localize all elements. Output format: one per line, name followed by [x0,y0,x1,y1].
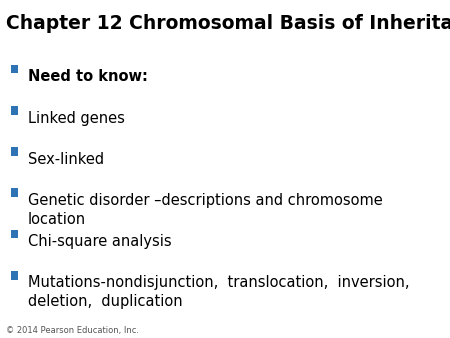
FancyBboxPatch shape [11,65,18,73]
Text: Need to know:: Need to know: [27,69,148,84]
Text: Sex-linked: Sex-linked [27,152,104,167]
Text: Chi-square analysis: Chi-square analysis [27,234,171,249]
Text: Linked genes: Linked genes [27,111,125,125]
FancyBboxPatch shape [11,271,18,280]
FancyBboxPatch shape [11,230,18,238]
FancyBboxPatch shape [11,147,18,156]
Text: Mutations-nondisjunction,  translocation,  inversion,
deletion,  duplication: Mutations-nondisjunction, translocation,… [27,275,409,309]
Text: © 2014 Pearson Education, Inc.: © 2014 Pearson Education, Inc. [6,325,139,335]
FancyBboxPatch shape [11,188,18,197]
Text: Chapter 12 Chromosomal Basis of Inheritance: Chapter 12 Chromosomal Basis of Inherita… [6,14,450,32]
FancyBboxPatch shape [11,106,18,115]
Text: Genetic disorder –descriptions and chromosome
location: Genetic disorder –descriptions and chrom… [27,193,382,226]
